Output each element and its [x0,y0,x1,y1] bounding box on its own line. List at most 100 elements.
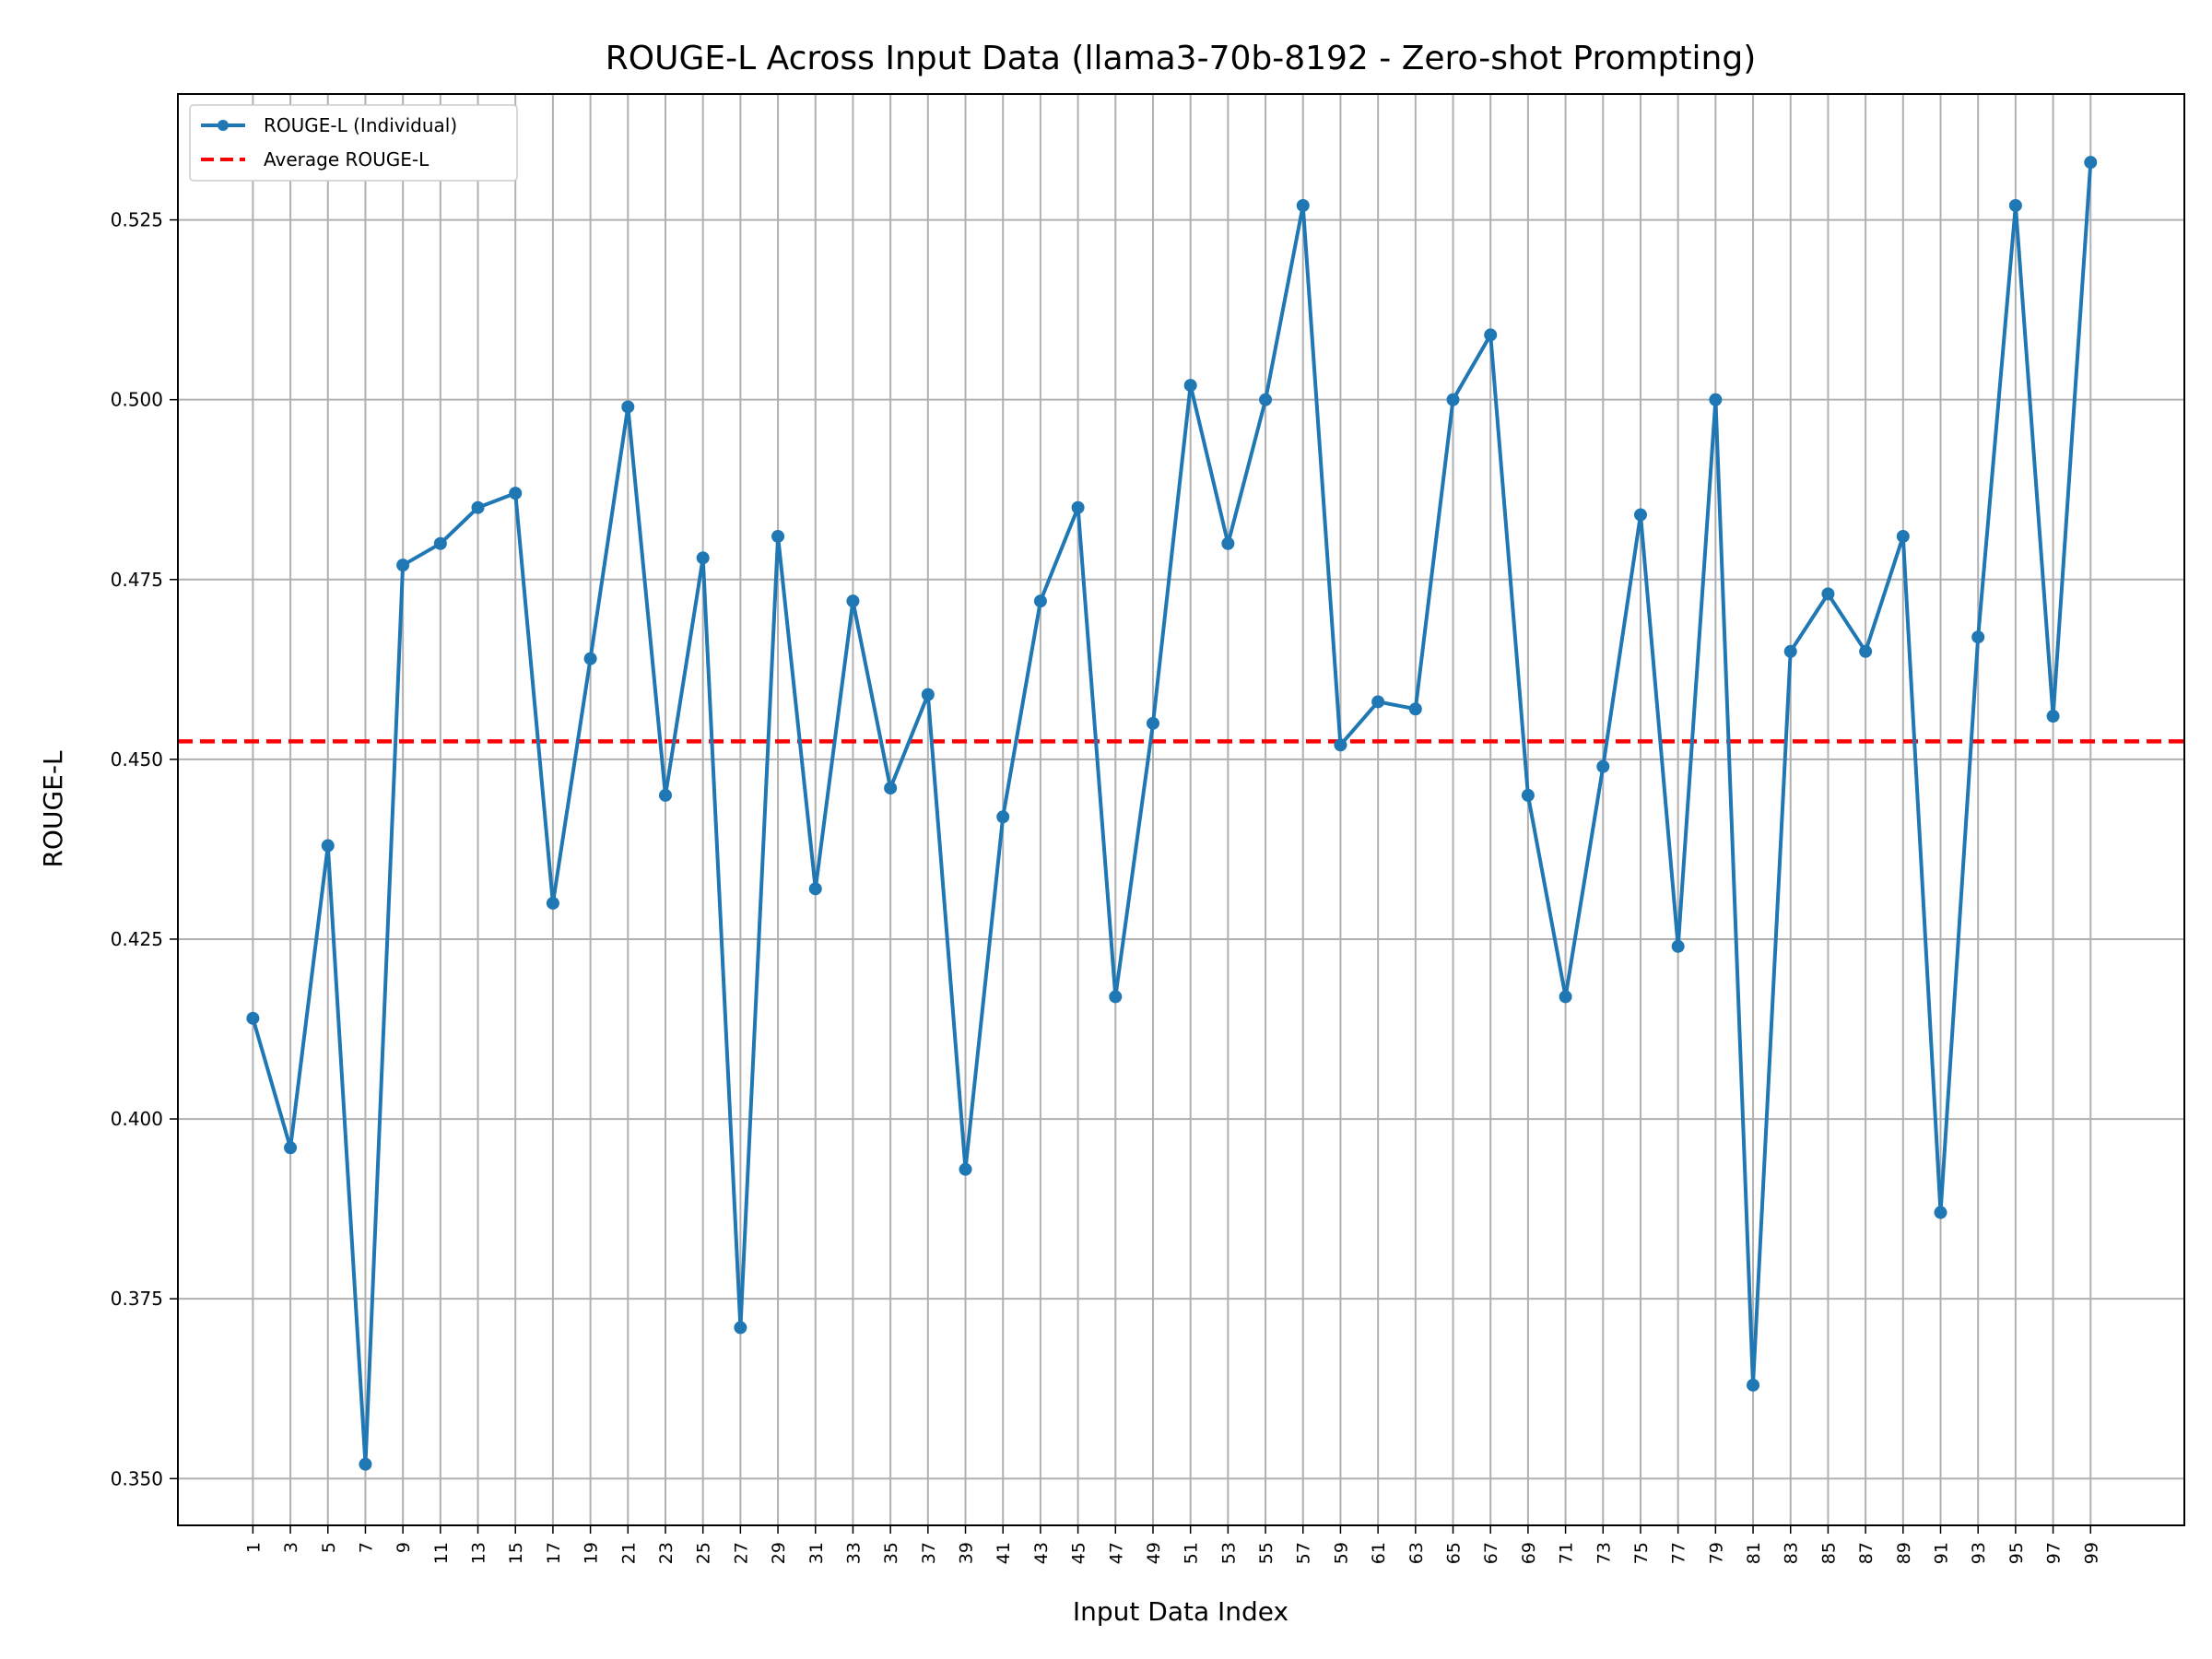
x-tick-label: 93 [1969,1542,1989,1564]
x-tick-label: 83 [1782,1542,1802,1564]
x-tick-label: 1 [243,1542,264,1553]
y-axis: 0.350 0.375 0.400 0.425 0.450 0.475 0.500 0.525 [111,209,178,1489]
y-tick-label: 0.350 [111,1467,163,1489]
x-tick-label: 3 [281,1542,301,1553]
data-point [396,559,410,572]
y-tick-label: 0.500 [111,389,163,411]
x-tick-label: 5 [319,1542,339,1553]
x-tick-label: 53 [1218,1542,1239,1564]
data-point [1934,1206,1947,1219]
x-tick-label: 37 [919,1542,939,1564]
data-point [1596,759,1610,773]
data-point [1971,630,1985,644]
x-tick-label: 23 [656,1542,677,1564]
data-point [658,788,672,802]
data-point [246,1011,260,1025]
y-tick-label: 0.450 [111,748,163,771]
data-point [959,1162,972,1176]
data-point [921,688,935,701]
data-point [433,536,447,550]
data-point [1484,328,1498,342]
data-point [808,882,822,896]
x-tick-label: 33 [843,1542,864,1564]
x-tick-label: 55 [1256,1542,1277,1564]
x-tick-label: 89 [1894,1542,1914,1564]
x-tick-label: 71 [1557,1542,1577,1564]
data-point [509,487,523,500]
x-tick-label: 17 [544,1542,564,1564]
data-point [621,400,635,414]
x-tick-label: 15 [506,1542,526,1564]
x-tick-label: 85 [1818,1542,1839,1564]
data-point [1747,1378,1760,1392]
x-axis: 1 3 5 7 9 11 13 15 17 19 21 23 25 27 29 31 33 35 37 39 41 43 4… [243,1525,2101,1564]
data-point [1821,587,1835,601]
x-tick-label: 49 [1144,1542,1164,1564]
data-point [1109,990,1123,1004]
data-point [1521,788,1535,802]
legend-box [189,104,518,182]
data-point [1146,716,1159,730]
x-tick-label: 27 [731,1542,751,1564]
x-tick-label: 65 [1444,1542,1465,1564]
x-tick-label: 73 [1594,1542,1614,1564]
x-tick-label: 43 [1031,1542,1052,1564]
x-tick-label: 21 [618,1542,639,1564]
x-tick-label: 95 [2006,1542,2027,1564]
x-tick-label: 31 [806,1542,827,1564]
x-tick-label: 19 [582,1542,602,1564]
data-point [771,529,785,543]
x-tick-label: 81 [1744,1542,1764,1564]
x-tick-label: 9 [394,1542,414,1553]
legend-label-individual: ROUGE-L (Individual) [264,114,457,136]
x-tick-label: 97 [2044,1542,2065,1564]
data-point [996,810,1010,824]
x-tick-label: 25 [694,1542,714,1564]
data-point [359,1457,372,1471]
plot-frame [177,93,2185,1526]
x-tick-label: 47 [1106,1542,1126,1564]
x-tick-label: 7 [356,1542,376,1553]
x-tick-label: 91 [1932,1542,1952,1564]
x-tick-label: 29 [769,1542,789,1564]
legend-label-average: Average ROUGE-L [264,148,429,171]
data-point [696,551,710,565]
data-point [884,782,898,795]
y-tick-label: 0.475 [111,569,163,591]
x-tick-label: 45 [1069,1542,1089,1564]
data-point [1559,990,1572,1004]
data-point [1783,644,1797,658]
series-line-individual [251,161,2093,1466]
data-point [284,1141,298,1155]
y-tick-label: 0.525 [111,209,163,231]
x-tick-label: 67 [1481,1542,1501,1564]
y-axis-label: ROUGE-L [38,750,68,867]
legend: ROUGE-L (Individual) Average ROUGE-L [189,104,518,182]
x-tick-label: 11 [431,1542,452,1564]
data-point [321,839,335,853]
data-point [734,1321,747,1335]
x-tick-label: 63 [1406,1542,1427,1564]
data-point [1446,393,1460,406]
data-point [2008,198,2022,212]
y-tick-label: 0.400 [111,1108,163,1130]
data-point [2046,710,2060,724]
data-point [1633,508,1647,522]
data-point [1183,379,1197,393]
data-point [846,594,860,608]
x-tick-label: 35 [881,1542,901,1564]
data-point [1296,198,1310,212]
x-tick-label: 79 [1706,1542,1726,1564]
data-point [546,896,559,910]
data-point [1896,529,1910,543]
x-axis-label: Input Data Index [1073,1596,1288,1627]
x-tick-label: 13 [469,1542,489,1564]
chart-title: ROUGE-L Across Input Data (llama3-70b-81… [606,40,1756,77]
data-point [1221,536,1235,550]
legend-marker-individual [218,120,229,131]
series-layer [246,156,2098,1471]
data-point [471,500,485,514]
data-point [2084,156,2098,170]
data-point [1408,702,1422,716]
